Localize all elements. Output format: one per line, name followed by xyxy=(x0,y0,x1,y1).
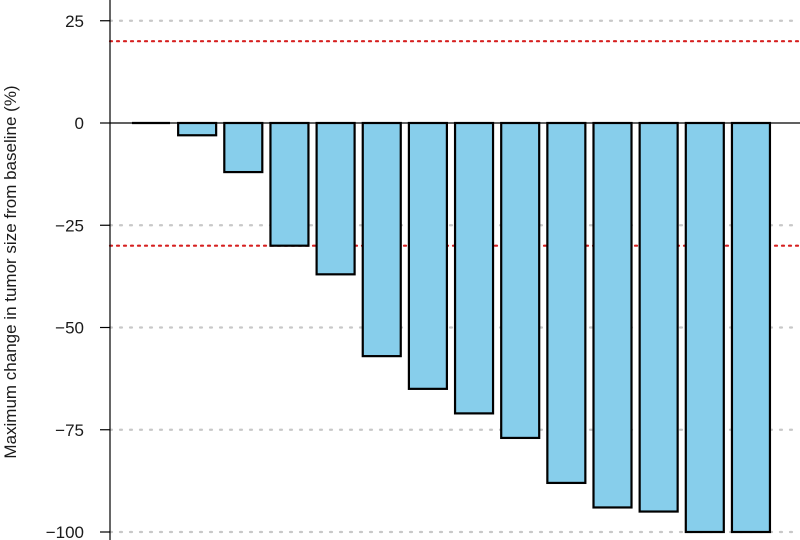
bar xyxy=(269,121,310,247)
y-axis-label: Maximum change in tumor size from baseli… xyxy=(1,85,20,458)
bar xyxy=(453,121,495,415)
bar xyxy=(592,121,633,509)
bar xyxy=(684,121,725,534)
bar xyxy=(223,121,264,174)
bar xyxy=(546,121,587,485)
y-tick-label: 0 xyxy=(75,114,84,133)
y-tick-label: −100 xyxy=(46,523,84,540)
bar xyxy=(638,121,679,513)
y-tick-label: −50 xyxy=(55,319,84,338)
y-tick-labels: 25 0 −25 −50 −75 −100 xyxy=(46,12,110,540)
y-tick-label: −25 xyxy=(55,216,84,235)
bar xyxy=(361,121,402,358)
bar xyxy=(407,121,448,390)
bar xyxy=(315,121,356,276)
y-tick-label: −75 xyxy=(55,421,84,440)
bar xyxy=(500,121,541,440)
bar xyxy=(730,121,772,534)
bars xyxy=(132,121,772,534)
bar xyxy=(177,121,218,137)
y-tick-label: 25 xyxy=(65,12,84,31)
